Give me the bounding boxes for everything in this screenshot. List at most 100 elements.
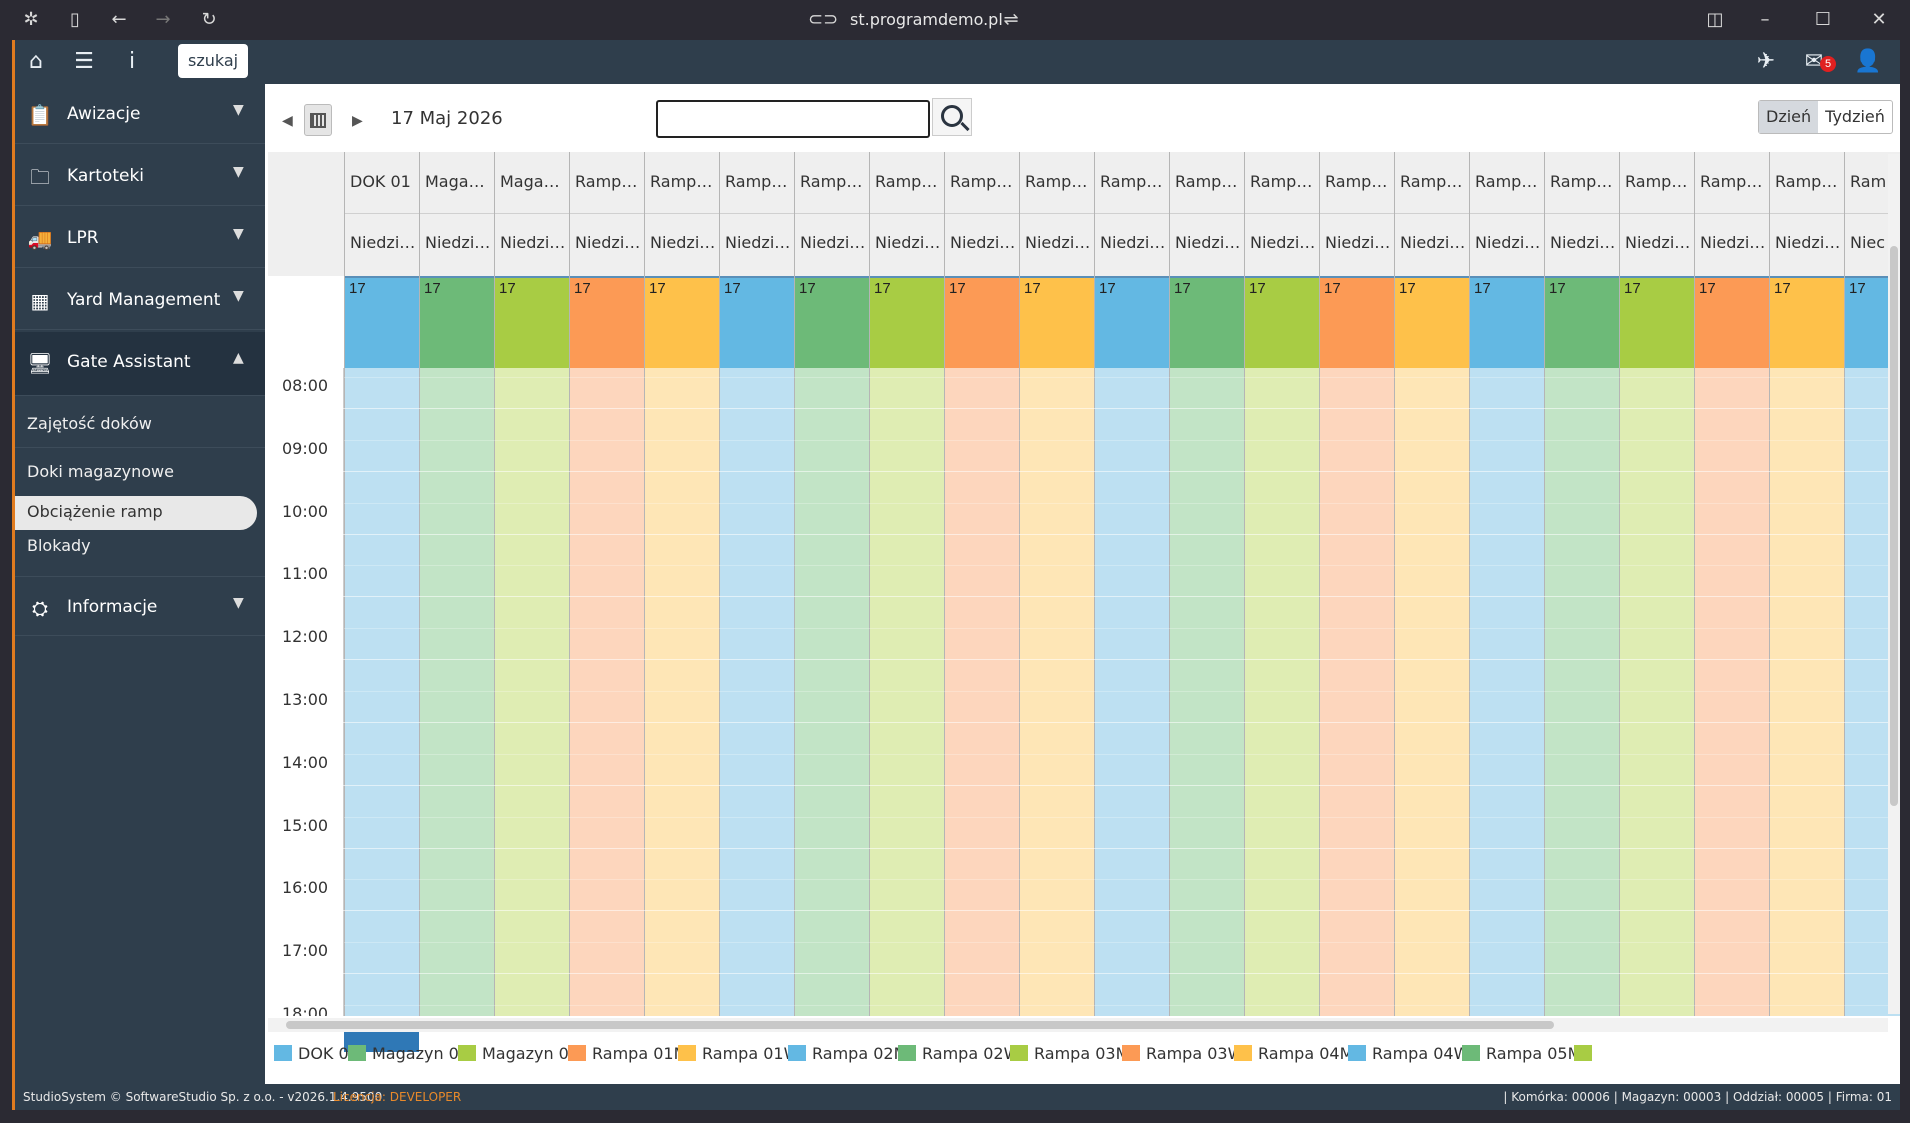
column-time-slots[interactable]	[870, 368, 945, 1016]
sidebar-item-gate-assistant[interactable]: 🖥 Gate Assistant ▲	[15, 332, 265, 396]
column-time-slots[interactable]	[570, 368, 645, 1016]
column-time-slots[interactable]	[495, 368, 570, 1016]
reload-icon[interactable]: ↻	[201, 9, 217, 30]
column-time-slots[interactable]	[795, 368, 870, 1016]
close-icon[interactable]: ✕	[1871, 9, 1887, 30]
column-date-band[interactable]: 17	[570, 276, 645, 368]
column-time-slots[interactable]	[1695, 368, 1770, 1016]
column-header-name[interactable]: Ramp…	[1170, 152, 1245, 214]
column-header-name[interactable]: Ramp…	[1620, 152, 1695, 214]
column-date-band[interactable]: 17	[945, 276, 1020, 368]
column-header-name[interactable]: Ramp…	[645, 152, 720, 214]
sidebar-item-awizacje[interactable]: 📋 Awizacje ▼	[15, 84, 265, 144]
vertical-scrollbar[interactable]	[1888, 154, 1900, 1014]
prev-day-icon[interactable]: ◀	[282, 112, 293, 128]
column-date-band[interactable]: 17	[1770, 276, 1845, 368]
column-header-name[interactable]: Maga…	[420, 152, 495, 214]
column-time-slots[interactable]	[420, 368, 495, 1016]
column-time-slots[interactable]	[720, 368, 795, 1016]
column-time-slots[interactable]	[1545, 368, 1620, 1016]
column-date-band[interactable]: 17	[870, 276, 945, 368]
column-date-band[interactable]: 17	[345, 276, 420, 368]
submenu-blokady[interactable]: Blokady	[27, 536, 91, 555]
column-header-name[interactable]: Ramp…	[1020, 152, 1095, 214]
info-icon[interactable]: i	[128, 49, 136, 74]
scrollbar-thumb[interactable]	[1890, 246, 1898, 806]
column-time-slots[interactable]	[1320, 368, 1395, 1016]
column-date-band[interactable]: 17	[645, 276, 720, 368]
calendar-button[interactable]	[304, 104, 332, 136]
user-avatar-icon[interactable]: 👤	[1854, 49, 1882, 74]
forward-icon[interactable]: →	[155, 9, 171, 30]
column-date-band[interactable]: 17	[1020, 276, 1095, 368]
column-date-band[interactable]: 17	[1320, 276, 1395, 368]
column-header-name[interactable]: Ramp…	[1320, 152, 1395, 214]
column-header-day: Niedzi…	[1545, 214, 1620, 276]
sidebar-item-lpr[interactable]: 🚚 LPR ▼	[15, 208, 265, 268]
menu-collapse-icon[interactable]: ☰	[74, 49, 94, 74]
sidebar-item-kartoteki[interactable]: 🗀 Kartoteki ▼	[15, 146, 265, 206]
column-time-slots[interactable]	[1620, 368, 1695, 1016]
column-time-slots[interactable]	[1095, 368, 1170, 1016]
maximize-icon[interactable]: ☐	[1814, 9, 1832, 30]
column-header-name[interactable]: Ramp…	[795, 152, 870, 214]
column-date-band[interactable]: 17	[720, 276, 795, 368]
scrollbar-thumb[interactable]	[286, 1021, 1554, 1029]
address-bar[interactable]: st.programdemo.pl	[850, 10, 1003, 29]
column-date-band[interactable]: 17	[1470, 276, 1545, 368]
split-view-icon[interactable]: ◫	[1706, 9, 1724, 30]
home-icon[interactable]: ⌂	[29, 49, 43, 74]
column-date-band[interactable]: 17	[1095, 276, 1170, 368]
sidebar-item-informacje[interactable]: ⛭ Informacje ▼	[15, 576, 265, 636]
site-settings-icon[interactable]: ⇌	[1003, 9, 1019, 30]
column-date-band[interactable]: 17	[1620, 276, 1695, 368]
horizontal-scrollbar[interactable]	[268, 1018, 1888, 1032]
column-time-slots[interactable]	[1770, 368, 1845, 1016]
column-header-name[interactable]: Ramp…	[1695, 152, 1770, 214]
column-time-slots[interactable]	[1170, 368, 1245, 1016]
search-input[interactable]	[656, 100, 930, 138]
column-time-slots[interactable]	[945, 368, 1020, 1016]
submenu-doki-magazynowe[interactable]: Doki magazynowe	[27, 462, 174, 481]
column-date-band[interactable]: 17	[1695, 276, 1770, 368]
column-header-name[interactable]: Ramp…	[1395, 152, 1470, 214]
column-header-name[interactable]: Ramp…	[1545, 152, 1620, 214]
next-day-icon[interactable]: ▶	[352, 112, 363, 128]
column-date-band[interactable]: 17	[795, 276, 870, 368]
flight-landing-icon[interactable]: ✈	[1756, 49, 1776, 74]
column-time-slots[interactable]	[1245, 368, 1320, 1016]
search-tooltip[interactable]: szukaj	[178, 44, 249, 78]
minimize-icon[interactable]: –	[1760, 9, 1770, 30]
submenu-zajetosc-dokow[interactable]: Zajętość doków	[27, 414, 152, 433]
column-time-slots[interactable]	[1395, 368, 1470, 1016]
column-header-name[interactable]: Ramp…	[870, 152, 945, 214]
column-header-name[interactable]: Ramp…	[570, 152, 645, 214]
column-time-slots[interactable]	[1020, 368, 1095, 1016]
column-date-band[interactable]: 17	[1395, 276, 1470, 368]
app-logo-icon[interactable]: ✲	[23, 9, 39, 30]
column-time-slots[interactable]	[1470, 368, 1545, 1016]
search-button[interactable]	[932, 98, 972, 136]
column-header-name[interactable]: Ramp…	[1095, 152, 1170, 214]
column-date-band[interactable]: 17	[1170, 276, 1245, 368]
column-date-band[interactable]: 17	[495, 276, 570, 368]
column-header-name[interactable]: Ramp…	[1470, 152, 1545, 214]
column-header-name[interactable]: Maga…	[495, 152, 570, 214]
view-day-button[interactable]: Dzień	[1759, 101, 1819, 133]
submenu-obciazenie-ramp[interactable]: Obciążenie ramp	[27, 502, 163, 521]
column-header-name[interactable]: Ramp…	[1245, 152, 1320, 214]
column-header-name[interactable]: Ramp…	[945, 152, 1020, 214]
column-date-band[interactable]: 17	[1245, 276, 1320, 368]
column-time-slots[interactable]	[345, 368, 420, 1016]
column-date-band[interactable]: 17	[1545, 276, 1620, 368]
mail-icon[interactable]: ✉	[1804, 49, 1824, 74]
column-date-band[interactable]: 17	[420, 276, 495, 368]
view-week-button[interactable]: Tydzień	[1825, 107, 1885, 126]
sidebar-item-yard-management[interactable]: ▦ Yard Management ▼	[15, 270, 265, 330]
column-header-name[interactable]: Ramp…	[720, 152, 795, 214]
column-header-name[interactable]: Ramp…	[1770, 152, 1845, 214]
column-time-slots[interactable]	[645, 368, 720, 1016]
sidebar-toggle-icon[interactable]: ▯	[70, 9, 80, 30]
column-header-name[interactable]: DOK 01	[345, 152, 420, 214]
back-icon[interactable]: ←	[111, 9, 127, 30]
